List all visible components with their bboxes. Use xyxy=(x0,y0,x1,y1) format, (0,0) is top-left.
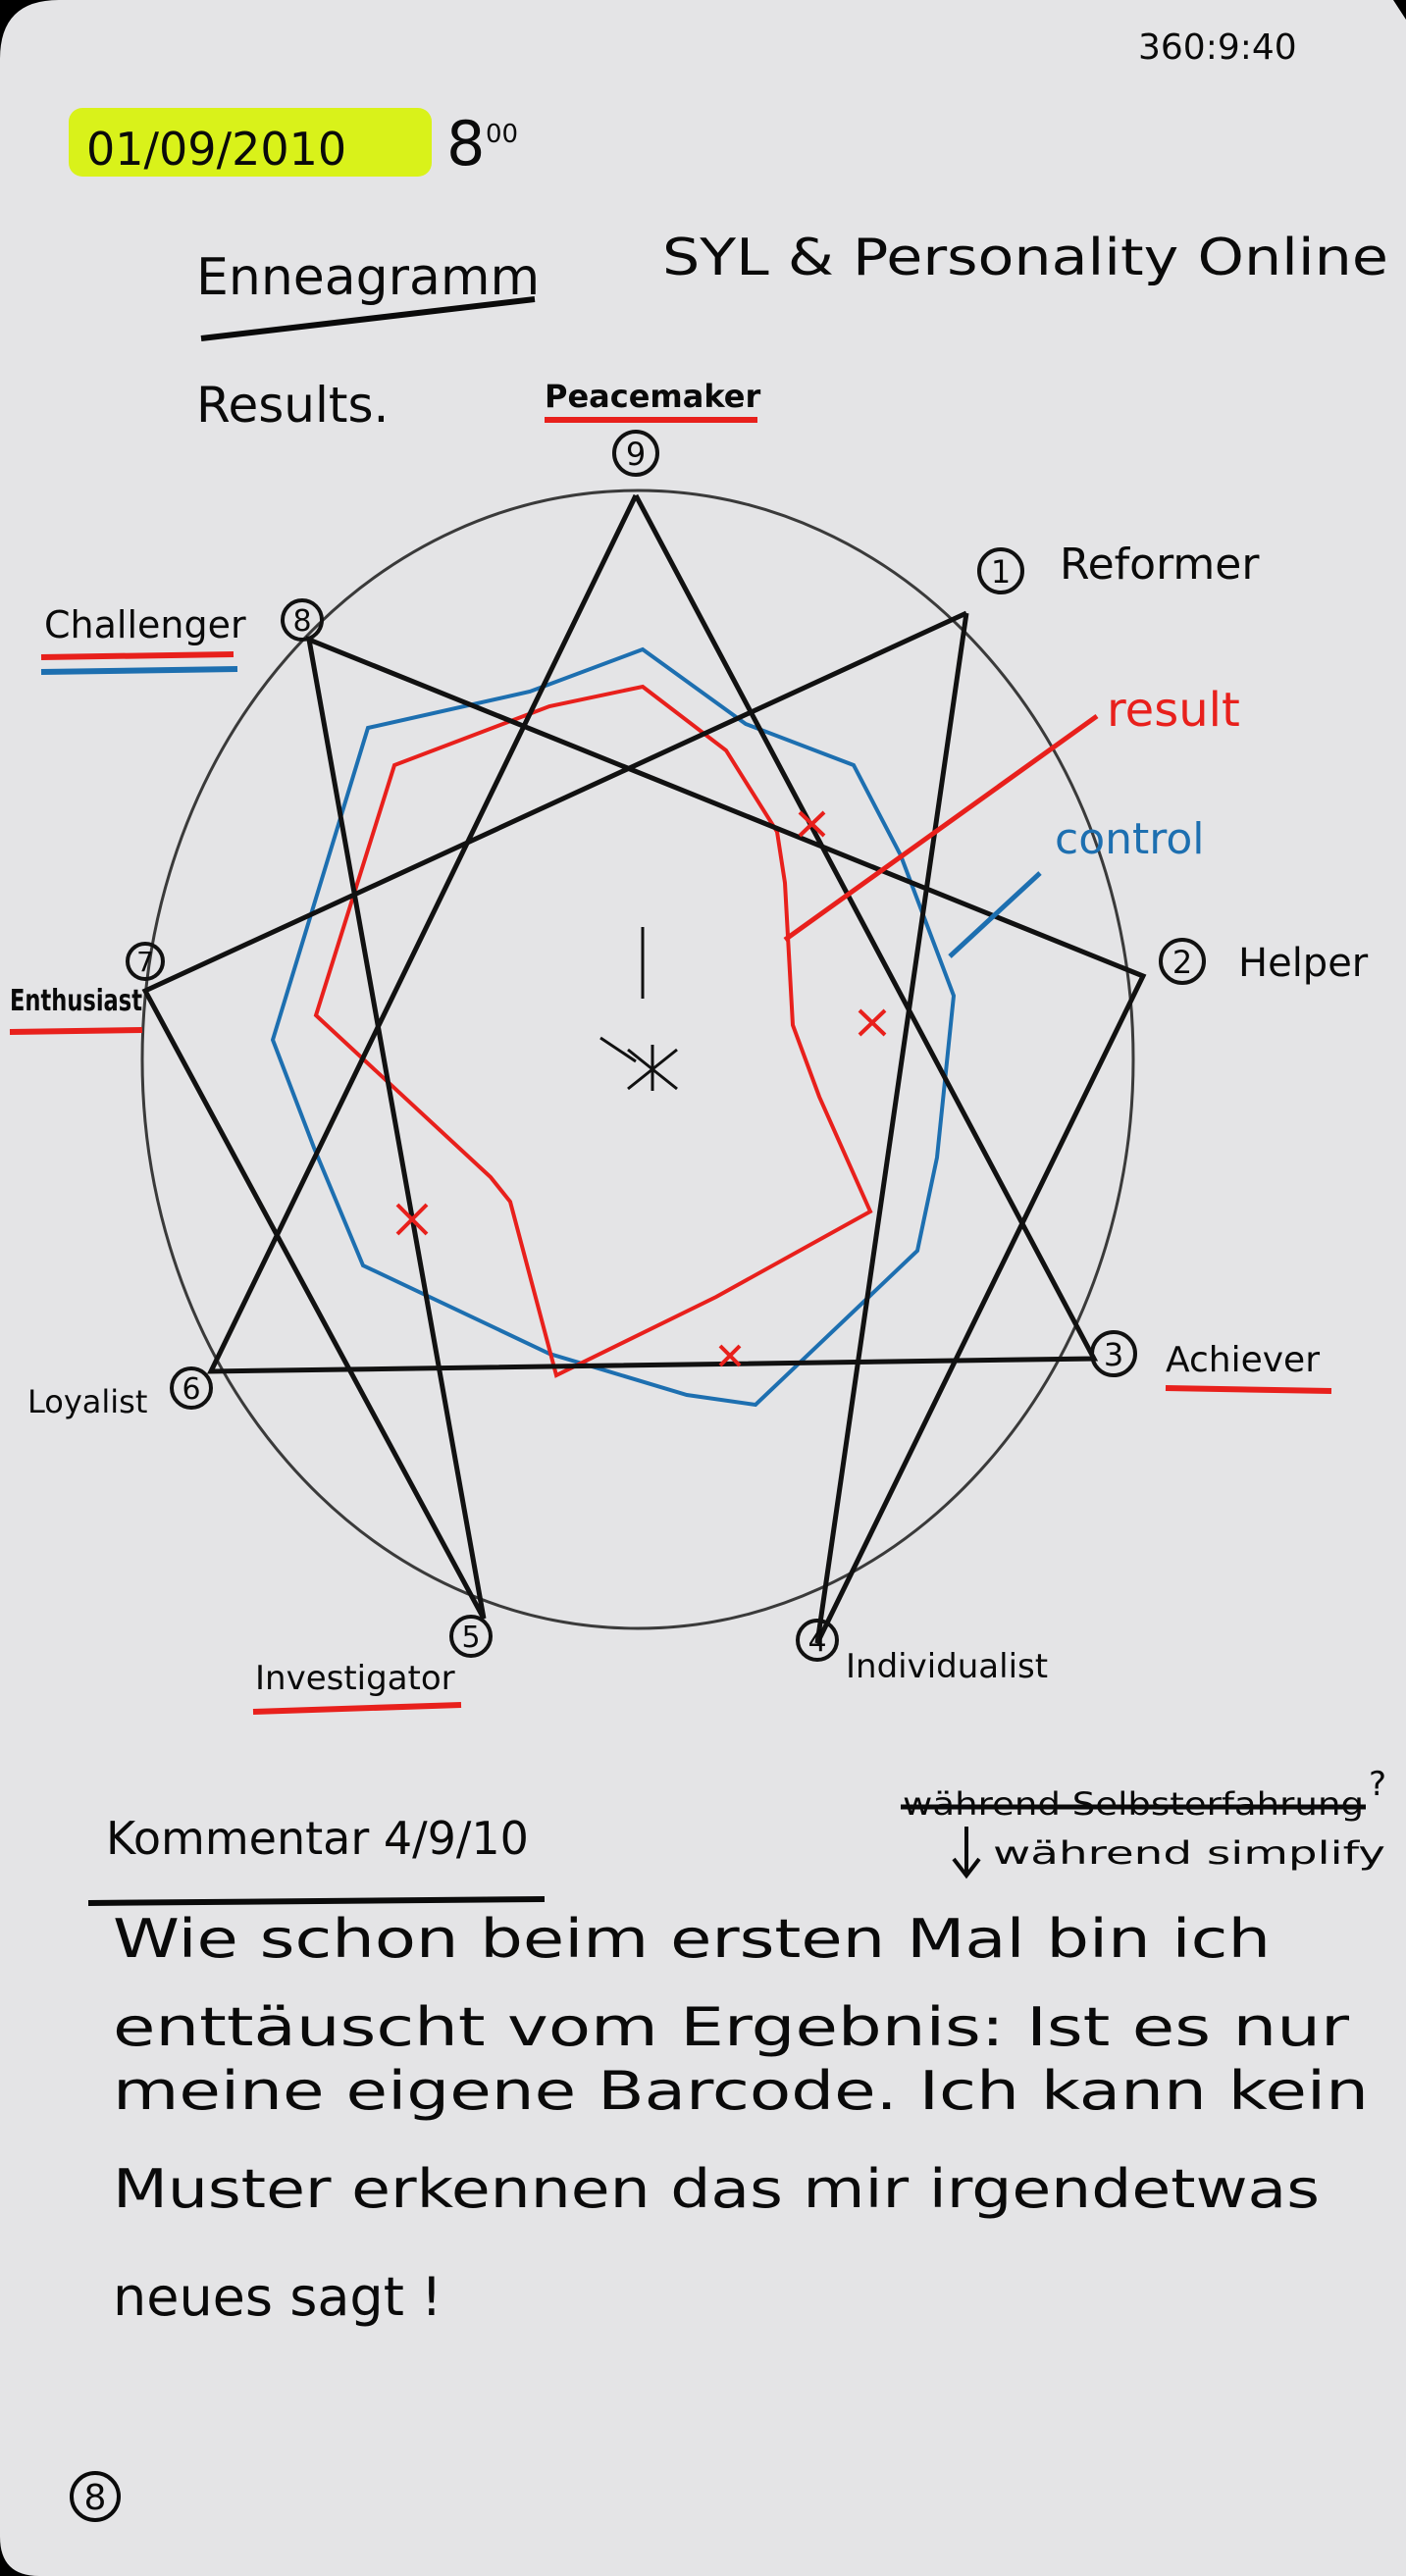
time-suffix: 00 xyxy=(486,120,518,149)
label-helper: Helper xyxy=(1238,941,1369,986)
center-mark xyxy=(599,927,678,1091)
subtitle: Results. xyxy=(196,377,389,434)
annotation-question: ? xyxy=(1369,1765,1386,1804)
investigator-underline xyxy=(252,1702,462,1715)
comment-line-1: Wie schon beim ersten Mal bin ich xyxy=(113,1908,1271,1970)
comment-line-3: meine eigene Barcode. Ich kann kein xyxy=(113,2060,1369,2122)
title-left: Enneagramm xyxy=(196,248,540,307)
label-peacemaker: Peacemaker xyxy=(545,378,760,415)
annotation-replacement: während simplify xyxy=(993,1834,1385,1872)
svg-text:1: 1 xyxy=(991,553,1011,591)
label-loyalist: Loyalist xyxy=(27,1383,147,1420)
enthusiast-underline xyxy=(9,1027,143,1035)
title-underline xyxy=(200,296,536,341)
svg-text:2: 2 xyxy=(1172,944,1192,981)
point-2: 2 xyxy=(1159,938,1206,985)
svg-text:8: 8 xyxy=(84,2478,107,2518)
comment-heading-underline xyxy=(87,1896,546,1906)
label-individualist: Individualist xyxy=(846,1647,1048,1686)
corner-code: 360:9:40 xyxy=(1138,27,1297,68)
annotation-struck: während Selbsterfahrung xyxy=(903,1785,1364,1823)
legend-control-line xyxy=(948,871,1042,958)
comment-line-5: neues sagt ! xyxy=(113,2266,443,2328)
achiever-underline xyxy=(1165,1385,1332,1394)
date-highlight xyxy=(69,108,432,177)
annotation-arrow xyxy=(952,1827,981,1880)
point-9: 9 xyxy=(612,430,659,477)
control-polygon xyxy=(270,646,957,1408)
enneagram-triangle xyxy=(206,493,1099,1374)
enneagram-circle xyxy=(140,489,1135,1630)
point-5: 5 xyxy=(449,1615,493,1658)
point-4: 4 xyxy=(796,1619,839,1662)
comment-line-4: Muster erkennen das mir irgendetwas xyxy=(113,2158,1320,2220)
enneagram-diagram: 9 1 2 3 4 5 6 7 xyxy=(9,378,1369,1715)
svg-text:5: 5 xyxy=(461,1621,480,1655)
result-polygon xyxy=(313,684,873,1378)
label-enthusiast: Enthusiast xyxy=(10,984,142,1018)
page-number: 8 xyxy=(70,2471,121,2522)
point-3: 3 xyxy=(1090,1330,1137,1377)
svg-text:6: 6 xyxy=(182,1372,200,1407)
point-7: 7 xyxy=(126,942,165,981)
legend-result-line xyxy=(783,713,1099,943)
label-challenger: Challenger xyxy=(44,603,246,646)
svg-text:4: 4 xyxy=(807,1624,826,1659)
svg-text:7: 7 xyxy=(136,946,154,978)
point-6: 6 xyxy=(170,1366,213,1410)
legend-control: control xyxy=(1055,814,1205,864)
challenger-underline-red xyxy=(40,651,234,660)
challenger-underline-blue xyxy=(40,666,238,675)
label-reformer: Reformer xyxy=(1060,540,1260,590)
point-1: 1 xyxy=(977,547,1024,594)
time-text: 8 xyxy=(446,108,485,180)
date-text: 01/09/2010 xyxy=(86,123,346,176)
label-investigator: Investigator xyxy=(255,1659,455,1698)
svg-text:3: 3 xyxy=(1104,1336,1123,1373)
result-markers xyxy=(395,810,887,1367)
legend-result: result xyxy=(1107,683,1240,738)
comment-section: Kommentar 4/9/10 während Selbsterfahrung… xyxy=(87,1765,1386,2328)
comment-heading: Kommentar 4/9/10 xyxy=(106,1812,529,1865)
title-right: SYL & Personality Online xyxy=(662,229,1388,287)
label-achiever: Achiever xyxy=(1166,1340,1320,1380)
comment-line-2: enttäuscht vom Ergebnis: Ist es nur xyxy=(113,1996,1350,2058)
point-8: 8 xyxy=(281,598,324,642)
svg-text:8: 8 xyxy=(292,604,311,639)
svg-text:9: 9 xyxy=(626,436,646,473)
